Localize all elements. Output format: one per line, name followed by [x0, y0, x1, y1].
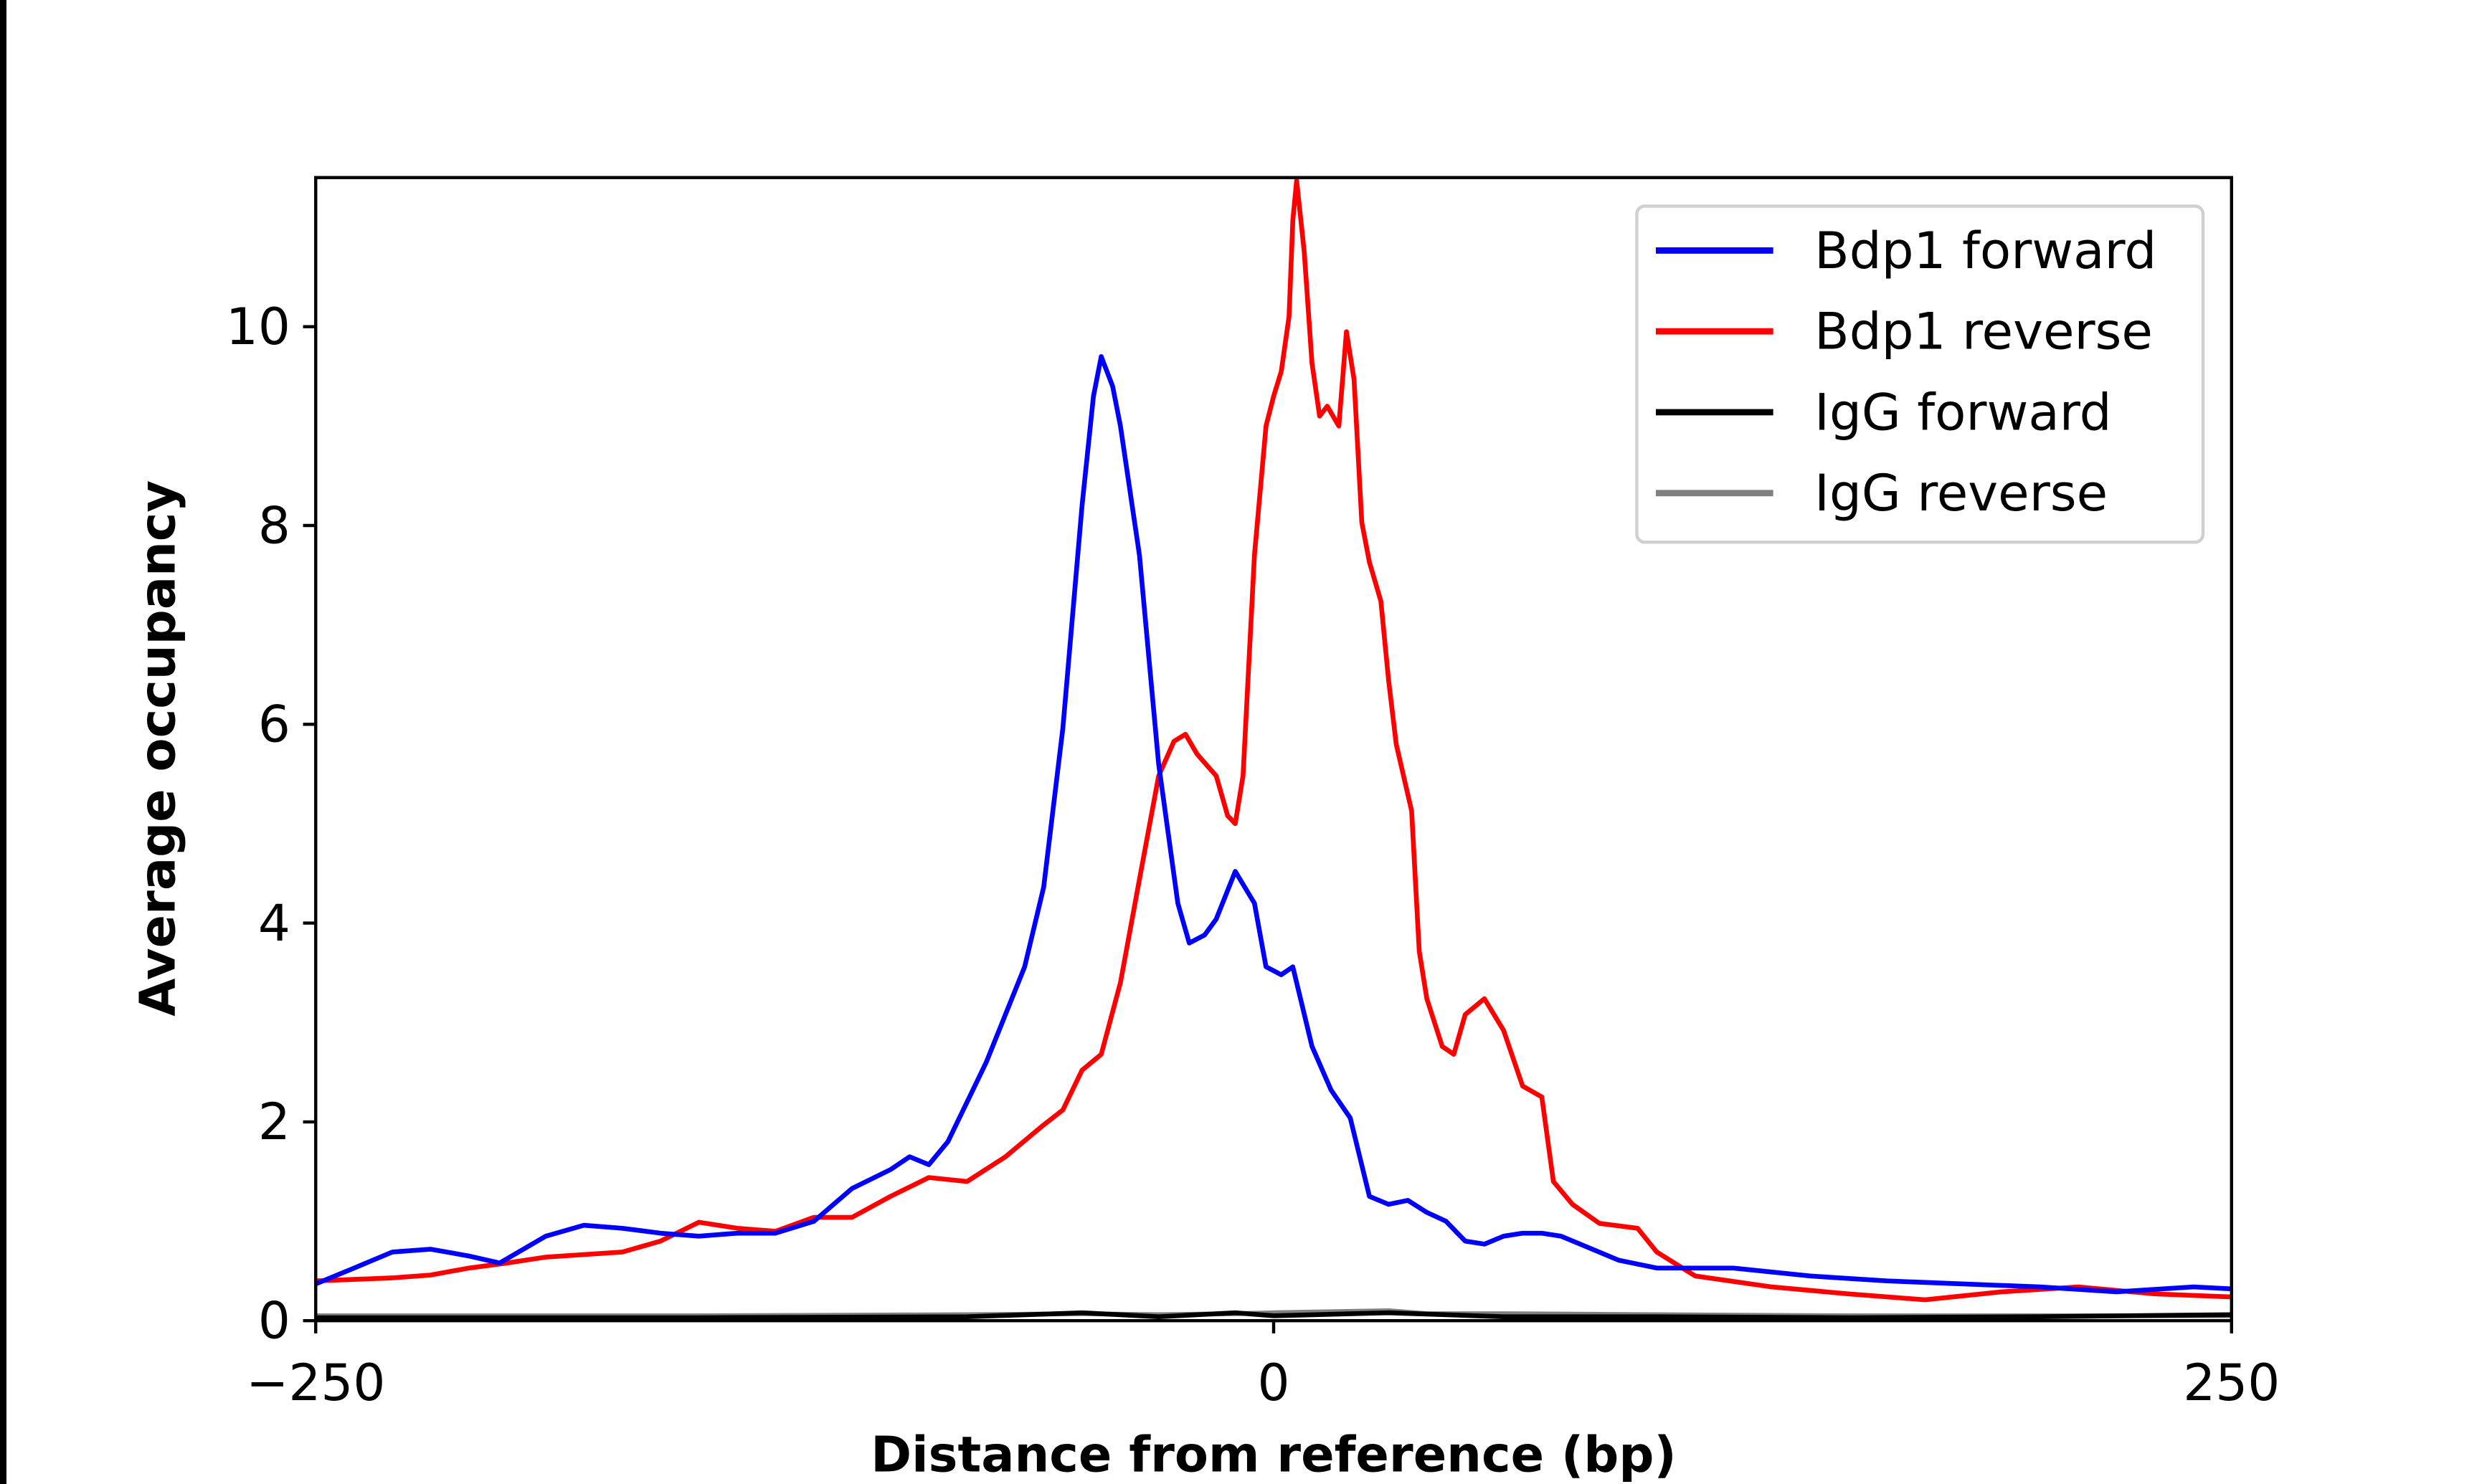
- legend-label: IgG reverse: [1814, 463, 2108, 523]
- x-tick-label: 0: [1258, 1353, 1290, 1412]
- legend-label: Bdp1 reverse: [1814, 302, 2153, 361]
- legend-item: IgG forward: [1656, 382, 2111, 442]
- legend-item: Bdp1 forward: [1656, 221, 2156, 280]
- legend-box: [1635, 204, 2205, 544]
- y-tick-label: 8: [258, 495, 290, 555]
- x-tick-label: −250: [246, 1353, 385, 1412]
- legend-item: IgG reverse: [1656, 463, 2108, 523]
- figure-border: [0, 0, 6, 1484]
- x-axis-label: Distance from reference (bp): [871, 1426, 1677, 1483]
- series-line-bdp1-reverse: [316, 178, 2232, 1303]
- series-line-igg-forward: [316, 1310, 2232, 1321]
- y-tick-label: 2: [258, 1092, 290, 1151]
- y-tick-label: 0: [258, 1291, 290, 1351]
- x-tick-label: 250: [2183, 1353, 2280, 1412]
- y-axis-label: Average occupancy: [129, 480, 186, 1017]
- legend-label: IgG forward: [1814, 382, 2111, 442]
- legend: Bdp1 forward Bdp1 reverse IgG forward IgG r…: [1635, 204, 2205, 544]
- y-tick-label: 4: [258, 893, 290, 953]
- legend-label: Bdp1 forward: [1814, 221, 2156, 280]
- legend-item: Bdp1 reverse: [1656, 302, 2153, 361]
- series-line-bdp1-forward: [314, 354, 2232, 1295]
- y-tick-label: 6: [258, 695, 290, 754]
- plot-lines: [314, 178, 2232, 1321]
- y-tick-label: 10: [226, 297, 290, 356]
